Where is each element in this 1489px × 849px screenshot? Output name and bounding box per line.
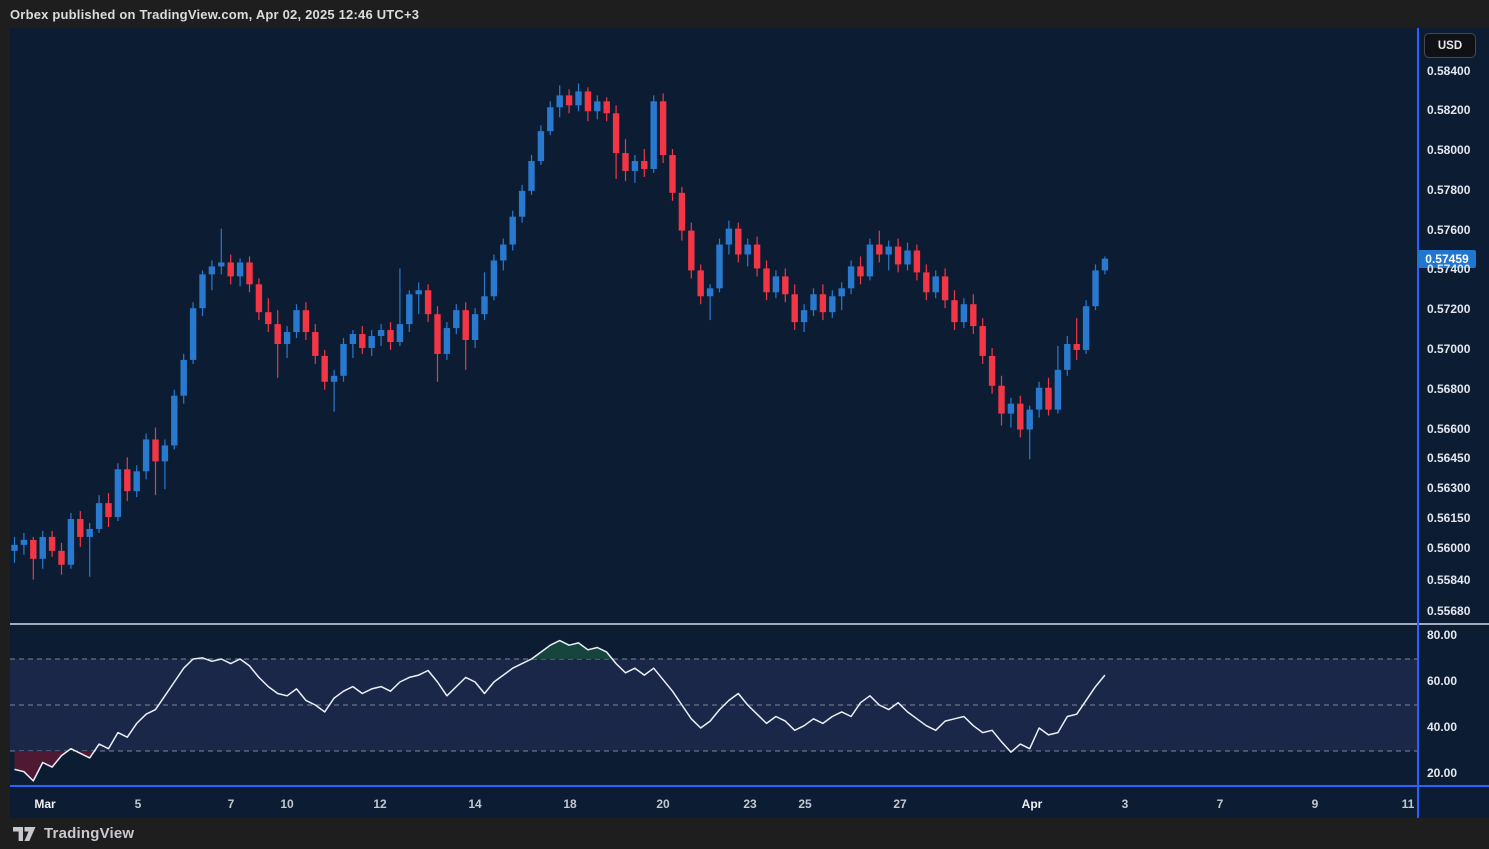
price-tick-label: 0.58000: [1427, 143, 1471, 158]
tradingview-logo-icon[interactable]: [13, 826, 36, 842]
time-axis[interactable]: Mar 5 7 10 12 14 18 20 23 25 27 Apr 3 7 9 11: [10, 790, 1489, 818]
time-axis-day-label: 5: [134, 797, 142, 811]
price-axis[interactable]: USD 0.57459 0.58400 0.58200 0.58000 0.57800…: [1417, 28, 1489, 790]
price-tick-label: 0.56300: [1427, 481, 1471, 496]
time-axis-day-label: 27: [893, 797, 907, 811]
price-tick-label: 0.55840: [1427, 572, 1471, 587]
price-tick-label: 0.57200: [1427, 302, 1471, 317]
price-tick-label: 0.58200: [1427, 103, 1471, 118]
rsi-line: [14, 639, 1106, 782]
time-axis-day-label: 12: [373, 797, 387, 811]
time-axis-day-label: 7: [227, 797, 235, 811]
price-tick-label: 0.58400: [1427, 63, 1471, 78]
price-axis-border: [1417, 28, 1419, 818]
pane-separator[interactable]: [10, 623, 1489, 625]
attribution-text: Orbex published on TradingView.com, Apr …: [10, 6, 420, 22]
time-axis-day-label: 3: [1121, 797, 1129, 811]
price-tick-label: 0.56600: [1427, 421, 1471, 436]
price-tick-label: 0.57000: [1427, 341, 1471, 356]
time-axis-day-label: 14: [468, 797, 482, 811]
footer-bar: TradingView: [0, 818, 1489, 849]
price-tick-label: 0.56000: [1427, 540, 1471, 555]
time-axis-day-label: 20: [656, 797, 670, 811]
price-tick-label: 0.57400: [1427, 262, 1471, 277]
time-axis-day-label: 9: [1311, 797, 1319, 811]
time-axis-day-label: 7: [1216, 797, 1224, 811]
price-tick-label: 0.55680: [1427, 604, 1471, 619]
time-axis-day-label: 11: [1401, 797, 1415, 811]
time-axis-day-label: 23: [743, 797, 757, 811]
rsi-tick-label: 80.00: [1427, 628, 1458, 642]
time-axis-month-label: Apr: [1021, 797, 1043, 811]
attribution-bar: Orbex published on TradingView.com, Apr …: [0, 0, 1489, 28]
chart-background: [10, 28, 1489, 818]
price-tick-label: 0.56150: [1427, 511, 1471, 526]
chart-bottom-border: [10, 785, 1489, 787]
tradingview-brand-text[interactable]: TradingView: [44, 825, 135, 842]
rsi-tick-label: 40.00: [1427, 720, 1458, 734]
price-tick-label: 0.56450: [1427, 451, 1471, 466]
time-axis-day-label: 10: [280, 797, 294, 811]
time-axis-day-label: 25: [798, 797, 812, 811]
price-tick-label: 0.57800: [1427, 182, 1471, 197]
time-axis-month-label: Mar: [34, 797, 56, 811]
candlestick-series: [11, 83, 1109, 580]
rsi-tick-label: 20.00: [1427, 766, 1458, 780]
price-tick-label: 0.56800: [1427, 381, 1471, 396]
last-price-badge: 0.57459: [1418, 249, 1476, 268]
rsi-tick-label: 60.00: [1427, 674, 1458, 688]
rsi-band: [10, 658, 1417, 752]
currency-button[interactable]: USD: [1424, 33, 1476, 58]
time-axis-day-label: 18: [563, 797, 577, 811]
rsi-overbought-fill: [14, 640, 1105, 659]
price-tick-label: 0.57600: [1427, 222, 1471, 237]
price-chart-canvas[interactable]: [10, 28, 1417, 788]
